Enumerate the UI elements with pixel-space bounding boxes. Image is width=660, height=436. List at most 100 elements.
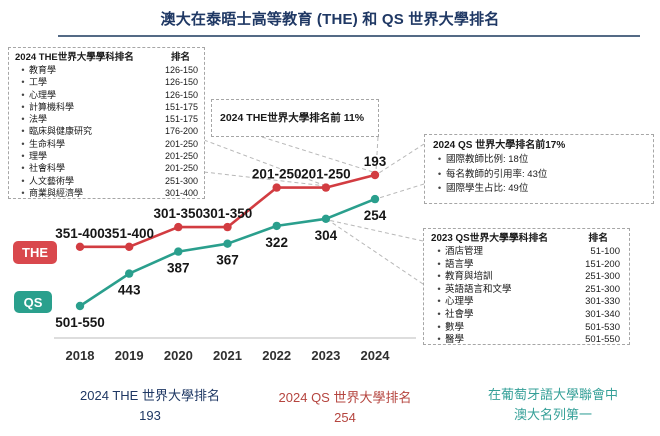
the-data-point — [321, 183, 331, 192]
x-axis-tick-label: 2023 — [311, 348, 340, 363]
subject-label: • 生命科學 — [15, 138, 65, 150]
the-legend-badge: THE — [13, 241, 57, 264]
qs-data-label: 443 — [118, 283, 141, 298]
x-axis-tick-label: 2024 — [361, 348, 391, 363]
qs-data-point — [125, 269, 134, 278]
the-data-label: 201-250 — [252, 167, 302, 182]
subject-name: 理學 — [29, 151, 48, 162]
callout-connector-line — [375, 136, 379, 172]
subject-label: • 數學 — [431, 322, 464, 335]
bullet-icon: • — [437, 271, 441, 283]
callout-connector-line — [261, 136, 374, 173]
qs-data-label: 387 — [167, 261, 190, 276]
subject-name: 生命科學 — [29, 138, 66, 149]
subject-row: • 生命科學 201-250 — [15, 138, 198, 150]
the-subject-rankings-box: 2024 THE世界大學學科排名 排名 • 教育學 126-150 • 工學 126-15… — [8, 47, 205, 199]
subject-label: • 工學 — [15, 76, 47, 88]
subject-name: 心理學 — [445, 296, 474, 308]
qs-data-point — [321, 214, 331, 223]
qs-rank-callout: 2024 QS 世界大學排名前17% • 國際教師比例: 18位 • 每名教師的引用率… — [424, 134, 654, 204]
x-axis-tick-label: 2018 — [66, 348, 95, 363]
subject-name: 醫學 — [445, 334, 465, 346]
qs-rank-callout-bullets: • 國際教師比例: 18位 • 每名教師的引用率: 43位 • 國際學生占比: 49位 — [433, 153, 645, 197]
x-axis-tick-label: 2019 — [115, 348, 144, 363]
the-rank-callout-text: 2024 THE世界大學排名前 11% — [220, 111, 365, 124]
the-data-point — [223, 222, 232, 232]
subject-name: 英語語言和文學 — [445, 283, 512, 295]
subject-row: • 英語語言和文學 251-300 — [431, 284, 622, 297]
callout-bullet-text: 每名教師的引用率: 43位 — [446, 168, 548, 180]
the-data-label: 351-400 — [55, 226, 105, 241]
subject-row: • 教育與培訓 251-300 — [431, 271, 622, 284]
x-axis-tick-label: 2022 — [262, 348, 291, 363]
subject-label: • 臨床與健康研究 — [15, 125, 92, 137]
qs-data-point — [75, 301, 85, 311]
callout-connector-line — [378, 183, 425, 199]
subject-name: 教育學 — [29, 65, 57, 75]
subject-name: 法學 — [29, 114, 48, 125]
subject-rank: 251-300 — [164, 175, 198, 186]
page-title: 澳大在泰晤士高等教育 (THE) 和 QS 世界大學排名 — [160, 11, 500, 28]
subject-rank: 301-340 — [585, 308, 620, 320]
subject-label: • 商業與經濟學 — [15, 187, 83, 199]
subject-name: 商業與經濟學 — [29, 187, 84, 198]
subject-rank: 301-330 — [585, 296, 620, 308]
subject-rank: 151-175 — [164, 114, 198, 125]
subject-rank: 301-400 — [164, 187, 198, 198]
the-data-point — [75, 242, 85, 251]
bullet-icon: • — [21, 101, 25, 112]
bullet-icon: • — [21, 138, 25, 149]
subject-label: • 英語語言和文學 — [431, 283, 512, 297]
subject-rank: 201-250 — [164, 138, 198, 149]
bullet-icon: • — [21, 89, 25, 100]
subject-name: 人文藝術學 — [29, 175, 75, 186]
subject-rank: 251-300 — [585, 271, 620, 283]
qs-data-label: 501-550 — [55, 315, 105, 330]
bullet-icon: • — [21, 77, 25, 88]
qs-rank-callout-title: 2024 QS 世界大學排名前17% — [433, 140, 566, 151]
footer-note-line1: 在葡萄牙語大學聯會中 — [487, 387, 618, 402]
qs-subject-box-title: 2023 QS世界大學學科排名 — [431, 233, 549, 244]
the-data-label: 301-350 — [203, 206, 253, 221]
bullet-icon: • — [21, 175, 25, 186]
rank-column-header: 排名 — [170, 52, 190, 63]
subject-row: • 臨床與健康研究 176-200 — [15, 125, 198, 137]
subject-row: • 計算機科學 151-175 — [15, 101, 198, 113]
the-rank-callout: 2024 THE世界大學排名前 11% — [211, 99, 379, 137]
subject-label: • 心理學 — [15, 89, 56, 101]
subject-rank: 151-200 — [585, 258, 620, 270]
subject-row: • 心理學 301-330 — [431, 296, 622, 309]
callout-connector-line — [378, 143, 425, 174]
qs-data-label: 322 — [265, 235, 288, 250]
subject-rank: 126-150 — [164, 65, 198, 75]
subject-label: • 計算機科學 — [15, 101, 74, 113]
callout-connector-line — [327, 219, 424, 285]
qs-data-point — [370, 194, 380, 204]
the-data-label: 301-350 — [154, 206, 204, 221]
subject-row: • 社會學 301-340 — [431, 309, 622, 322]
subject-name: 數學 — [445, 321, 465, 333]
subject-label: • 社會學 — [431, 308, 474, 322]
subject-name: 酒店管理 — [445, 246, 484, 257]
callout-connector-line — [203, 139, 327, 187]
subject-name: 工學 — [29, 77, 48, 88]
bullet-icon: • — [21, 65, 25, 75]
the-data-point — [370, 170, 380, 180]
qs-data-point — [272, 221, 281, 231]
subject-label: • 社會科學 — [15, 162, 65, 174]
bullet-icon: • — [21, 187, 25, 198]
callout-connector-line — [327, 219, 424, 242]
callout-bullet-text: 國際教師比例: 18位 — [446, 154, 529, 165]
footer-qs-caption-line1: 2024 QS 世界大學排名 — [278, 390, 412, 405]
footer-qs-caption: 2024 QS 世界大學排名 254 — [250, 388, 440, 428]
subject-rank: 126-150 — [164, 77, 198, 88]
subject-label: • 教育學 — [15, 64, 56, 76]
bullet-icon: • — [437, 154, 442, 165]
footer-note-caption: 在葡萄牙語大學聯會中 澳大名列第一 — [455, 385, 651, 425]
subject-name: 社會學 — [445, 308, 474, 320]
subject-rank: 501-530 — [585, 321, 620, 333]
qs-data-label: 367 — [216, 253, 239, 268]
footer-note-line2: 澳大名列第一 — [513, 407, 592, 422]
subject-label: • 酒店管理 — [431, 246, 483, 259]
